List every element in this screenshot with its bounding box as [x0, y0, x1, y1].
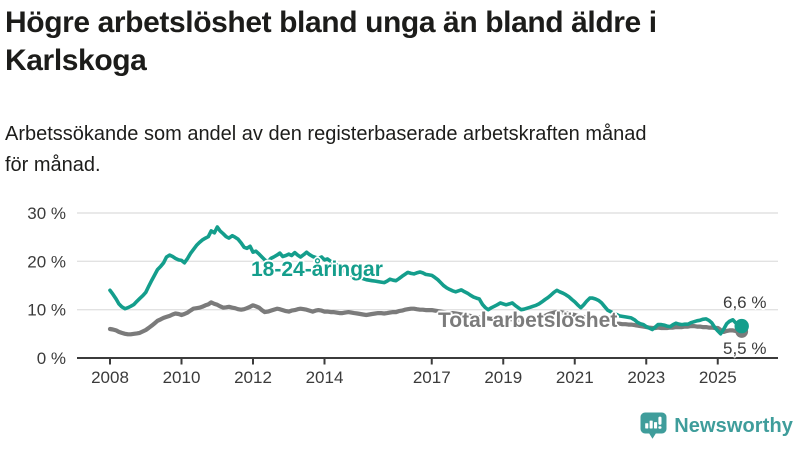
newsworthy-logo[interactable]: Newsworthy [640, 412, 793, 440]
youth-end-dot [734, 318, 749, 334]
x-tick-label: 2023 [627, 368, 665, 387]
end-value-label-total: 5,5 % [723, 339, 767, 358]
x-tick-label: 2017 [413, 368, 451, 387]
x-tick-label: 2025 [699, 368, 737, 387]
youth-unemployment-line [108, 225, 744, 336]
x-tick-label: 2012 [234, 368, 272, 387]
series-label-youth: 18-24-åringar [251, 258, 383, 281]
y-tick-label: 10 % [27, 301, 66, 320]
x-tick-label: 2014 [306, 368, 344, 387]
x-tick-label: 2021 [556, 368, 594, 387]
x-tick-label: 2019 [484, 368, 522, 387]
chart-subtitle: Arbetssökande som andel av den registerb… [5, 119, 647, 181]
chart-title-line2: Karlskoga [5, 44, 147, 77]
newsworthy-logo-icon [640, 412, 667, 440]
y-tick-label: 30 % [27, 204, 66, 223]
x-tick-label: 2010 [163, 368, 201, 387]
y-tick-label: 20 % [27, 252, 66, 271]
newsworthy-logo-text: Newsworthy [674, 414, 793, 437]
chart-subtitle-line2: för månad. [5, 154, 101, 176]
total-unemployment-line [107, 300, 744, 337]
end-value-label-youth: 6,6 % [723, 293, 767, 312]
chart-title-line1: Högre arbetslöshet bland unga än bland ä… [5, 6, 657, 39]
chart-subtitle-line1: Arbetssökande som andel av den registerb… [5, 123, 647, 145]
x-tick-label: 2008 [91, 368, 129, 387]
chart-title: Högre arbetslöshet bland unga än bland ä… [5, 4, 657, 80]
series-label-total: Total arbetslöshet [438, 309, 618, 332]
y-tick-label: 0 % [37, 349, 66, 368]
